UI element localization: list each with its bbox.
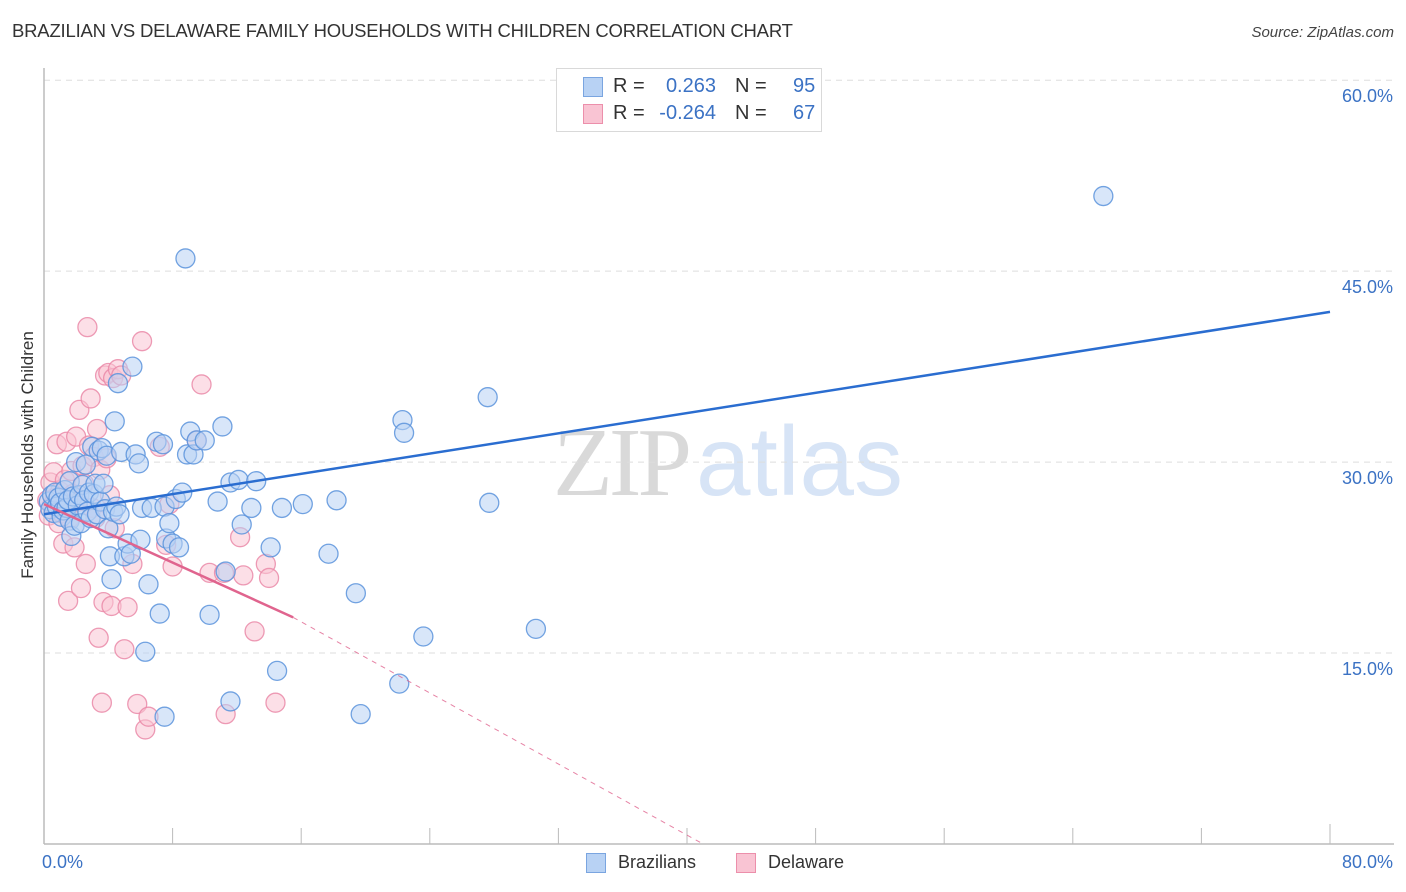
data-point[interactable] [1093,185,1114,207]
delaware-swatch-icon [583,104,603,124]
data-point[interactable] [138,574,159,595]
data-point[interactable] [75,553,96,575]
y-tick-15: 15.0% [1341,659,1393,679]
brazilians-swatch-icon [583,77,603,97]
brazilians-legend-icon [586,853,606,873]
data-point[interactable] [86,418,108,440]
brazilians-trend-line [43,310,1331,516]
data-point[interactable] [159,513,180,534]
brazilians-points [38,185,1114,727]
data-point[interactable] [292,493,313,515]
data-point[interactable] [477,387,498,408]
data-point[interactable] [215,561,236,582]
y-tick-30: 30.0% [1341,468,1393,488]
data-point[interactable] [149,603,170,624]
data-point[interactable] [212,416,233,437]
data-point[interactable] [389,673,410,694]
x-tick-max: 80.0% [1341,852,1393,872]
data-point[interactable] [271,497,293,519]
data-point[interactable] [104,411,125,432]
data-point[interactable] [191,374,212,395]
data-point[interactable] [194,430,215,451]
trend-lines [43,310,1331,845]
data-point[interactable] [258,567,280,589]
delaware-r-value: -0.264 [659,102,716,124]
data-point[interactable] [80,388,101,409]
data-point[interactable] [168,537,190,558]
data-point[interactable] [122,356,143,377]
brazilians-n-value: 95 [793,75,816,97]
data-point[interactable] [128,453,149,474]
data-point[interactable] [101,569,122,590]
data-point[interactable] [326,490,347,511]
data-point[interactable] [233,565,254,586]
data-point[interactable] [93,473,114,494]
delaware-trend-extension [292,616,704,845]
data-point[interactable] [345,583,367,604]
delaware-trend-line [43,502,294,619]
data-point[interactable] [260,537,281,558]
x-tick-min: 0.0% [42,852,84,872]
y-axis-label: Family Households with Children [18,331,37,579]
data-point[interactable] [231,514,252,535]
data-point[interactable] [175,248,196,269]
data-point[interactable] [199,604,220,626]
correlation-legend: R = 0.263 N = 95 R = -0.264 N = 67 [556,68,822,132]
data-point[interactable] [479,492,500,513]
y-tick-60: 60.0% [1341,86,1393,106]
data-point[interactable] [244,621,265,642]
data-point[interactable] [393,422,415,443]
delaware-legend-icon [736,853,756,873]
source-credit: Source: ZipAtlas.com [1251,24,1394,41]
data-point[interactable] [77,317,98,338]
data-point[interactable] [220,691,241,712]
data-point[interactable] [152,434,174,455]
data-point[interactable] [75,454,96,475]
data-point[interactable] [114,639,135,660]
data-point[interactable] [91,692,113,713]
data-point[interactable] [318,543,339,564]
data-point[interactable] [228,469,249,491]
data-point[interactable] [350,704,371,725]
data-point[interactable] [107,373,129,394]
data-point[interactable] [57,590,79,612]
data-point[interactable] [130,529,151,550]
data-point[interactable] [265,692,286,713]
chart-title: BRAZILIAN VS DELAWARE FAMILY HOUSEHOLDS … [12,20,793,41]
data-point[interactable] [109,504,130,525]
data-point[interactable] [131,331,153,352]
data-point[interactable] [207,491,228,512]
data-point[interactable] [127,693,148,715]
data-point[interactable] [154,706,175,727]
delaware-n-value: 67 [793,102,816,124]
data-point[interactable] [241,497,262,519]
data-point[interactable] [88,627,109,648]
data-point[interactable] [413,626,434,647]
axes [43,68,1394,845]
data-point[interactable] [135,641,156,662]
data-point[interactable] [70,577,92,599]
brazilians-r-value: 0.263 [665,75,716,97]
data-point[interactable] [266,660,288,682]
data-point[interactable] [525,618,547,640]
data-point[interactable] [117,597,138,618]
y-tick-45: 45.0% [1341,277,1393,297]
